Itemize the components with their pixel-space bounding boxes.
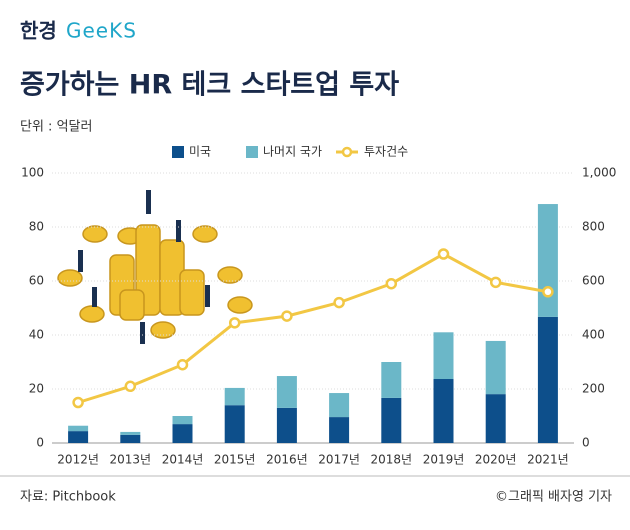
x-tick-label: 2017년 [318,453,360,467]
figures [78,190,210,344]
line-point [281,310,293,322]
line-point [333,296,345,309]
bar [276,376,297,408]
x-tick-label: 2015년 [214,453,256,467]
x-tick-label: 2018년 [371,453,413,467]
y-tick-label: 40 [29,328,44,342]
bar [381,362,402,398]
line [77,252,549,404]
x-tick-label: 2019년 [423,453,465,467]
bar [276,407,297,443]
y-tick-label: 0 [36,436,44,450]
x-tick-label: 2012년 [57,453,99,467]
line-point [437,248,450,260]
line-point [124,380,137,393]
y2-tick-label: 400 [582,328,605,342]
x-tick-label: 2020년 [475,453,517,467]
legend-swatch [341,146,353,158]
y2-tick-label: 800 [582,220,605,234]
source: 자료: Pitchbook [20,490,116,505]
y2-tick-label: 1,000 [582,166,616,180]
x-tick-label: 2014년 [162,453,204,467]
y2-tick-label: 200 [582,382,605,396]
bar [329,393,350,418]
legend-label: 투자건수 [364,145,408,159]
unit-label: 단위 : 억달러 [20,120,92,135]
bar [224,405,245,443]
bar [172,424,193,443]
bar [381,397,402,443]
line-point [72,396,84,409]
y-tick-label: 80 [29,220,44,234]
x-tick-label: 2013년 [110,453,152,467]
y-tick-label: 60 [29,274,44,288]
y2-tick-label: 0 [582,436,590,450]
y-tick-label: 100 [21,166,44,180]
bar [172,416,193,425]
line-point [542,286,554,298]
bar [485,340,506,395]
legend-label: 나머지 국가 [263,145,322,159]
line-point [489,276,502,289]
credit: ©그래픽 배자영 기자 [495,490,612,505]
x-tick-label: 2021년 [527,453,569,467]
bar [120,434,141,443]
bar [329,417,350,443]
chart-title: 증가하는 HR 테크 스타트업 투자 [20,70,399,101]
x-tick-label: 2016년 [266,453,308,467]
legend-label: 미국 [189,145,211,159]
bar [120,431,141,435]
legend-swatch [172,146,184,158]
bar [485,394,506,443]
bar [433,332,454,380]
bar [68,431,89,443]
line-point [176,358,189,371]
bar [433,379,454,443]
y2-tick-label: 600 [582,274,605,288]
bar [537,316,558,443]
y-tick-label: 20 [29,382,44,396]
logo-korean: 한경 [20,19,57,43]
legend-swatch [246,146,258,158]
logo-english: GeeKS [66,19,137,43]
bar [537,204,558,317]
bar [68,425,89,432]
line-point [385,277,398,290]
bar [224,387,245,406]
line-point [228,317,241,329]
coin-illustration [57,224,253,339]
